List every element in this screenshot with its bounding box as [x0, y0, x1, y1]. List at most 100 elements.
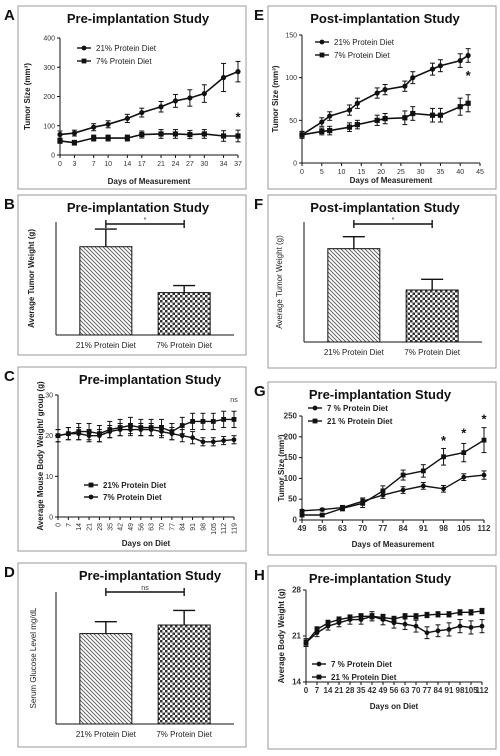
x-tick-label: 91 [190, 523, 197, 531]
x-tick-label: 15 [357, 169, 365, 176]
data-point [380, 488, 386, 494]
significance-label: * [144, 217, 147, 224]
x-tick-label: 112 [478, 524, 491, 533]
data-point [179, 433, 185, 439]
data-point [187, 95, 193, 101]
x-tick-label: 0 [304, 686, 309, 695]
data-point [457, 609, 463, 615]
data-point [55, 433, 61, 439]
data-point [299, 512, 305, 518]
panel-F: F Post-implantation Study 21% Protein Diet… [254, 194, 497, 369]
data-point [380, 615, 386, 620]
x-axis-label: Days of Measurement [350, 176, 433, 185]
data-point [124, 135, 130, 141]
data-point [210, 419, 216, 424]
data-point [314, 627, 320, 632]
data-point [468, 609, 474, 615]
data-point [221, 438, 227, 443]
x-axis-label: Days on Diet [122, 539, 171, 548]
data-point [435, 628, 441, 634]
x-tick-label: 7 [315, 686, 320, 695]
y-tick-label: 100 [284, 474, 298, 483]
bar [157, 624, 211, 725]
legend-entry: 7% Protein Diet [96, 57, 152, 66]
x-tick-label: 63 [401, 686, 410, 695]
x-tick-label: 30 [417, 169, 425, 176]
x-tick-label: 119 [232, 523, 239, 534]
x-tick-label: 63 [149, 523, 156, 531]
data-point [57, 131, 63, 138]
data-point [97, 433, 102, 439]
data-point [148, 427, 154, 432]
legend-marker [316, 661, 322, 667]
category-label: 7% Protein Diet [156, 341, 212, 350]
panel-frame [17, 366, 247, 552]
legend-entry: 21 % Protein Diet [331, 673, 397, 682]
data-point [105, 121, 111, 127]
panel-frame [267, 565, 497, 750]
x-tick-label: 7 [92, 161, 96, 168]
legend-entry: 21 % Protein Diet [327, 417, 393, 426]
legend-marker [88, 494, 94, 500]
data-point [107, 429, 113, 434]
data-point [441, 454, 446, 460]
y-tick-label: 10 [45, 474, 53, 481]
legend-marker [319, 39, 325, 45]
x-tick-label: 37 [234, 161, 242, 168]
data-point [461, 450, 467, 456]
x-tick-label: 0 [58, 161, 62, 168]
x-tick-label: 34 [220, 161, 228, 168]
series-2 [55, 422, 237, 447]
x-tick-label: 0 [300, 169, 304, 176]
legend-marker [81, 58, 87, 64]
x-tick-label: 84 [434, 686, 443, 695]
x-tick-label: 91 [445, 686, 454, 695]
legend-entry: 7% Protein Diet [334, 51, 390, 60]
y-axis-label: Average Mouse Body Weight/ group (g) [36, 381, 45, 531]
data-point [420, 468, 426, 474]
data-point [413, 623, 419, 629]
x-tick-label: 56 [318, 524, 327, 533]
data-point [139, 131, 145, 138]
series-line [302, 439, 485, 516]
series-2 [303, 607, 485, 646]
chart-title: Post-implantation Study [310, 200, 460, 215]
data-point [172, 98, 179, 104]
significance-label: * [481, 411, 487, 426]
data-point [138, 427, 144, 432]
category-label: 7% Protein Diet [156, 730, 212, 739]
panel-frame [267, 5, 497, 190]
data-point [220, 74, 227, 81]
y-tick-label: 100 [285, 75, 297, 82]
data-point [457, 58, 463, 64]
panel-letter: D [4, 564, 15, 581]
data-point [340, 505, 345, 511]
x-tick-label: 17 [138, 161, 146, 168]
y-tick-label: 14 [292, 678, 301, 687]
x-tick-label: 40 [456, 169, 464, 176]
x-tick-label: 35 [107, 523, 114, 531]
data-point [457, 623, 463, 629]
data-point [400, 487, 406, 493]
x-tick-label: 112 [476, 686, 489, 695]
x-tick-label: 28 [346, 686, 355, 695]
data-point [158, 131, 164, 137]
data-point [382, 116, 388, 122]
x-tick-label: 42 [368, 686, 377, 695]
y-axis-label: Serum Glucose Level mg/dL [29, 607, 38, 708]
significance-label: * [441, 433, 447, 448]
x-tick-label: 84 [180, 523, 187, 531]
legend-entry: 7% Protein Diet [103, 493, 162, 502]
y-axis-label: Average Tumor Weight (g) [27, 229, 36, 328]
data-point [457, 104, 463, 110]
chart-title: Pre-implantation Study [309, 571, 452, 586]
data-point [235, 69, 241, 75]
x-tick-label: 35 [437, 169, 445, 176]
data-point [410, 110, 416, 117]
data-point [461, 474, 467, 480]
data-point [91, 124, 97, 130]
data-point [169, 431, 175, 437]
panel-letter: F [254, 196, 263, 213]
